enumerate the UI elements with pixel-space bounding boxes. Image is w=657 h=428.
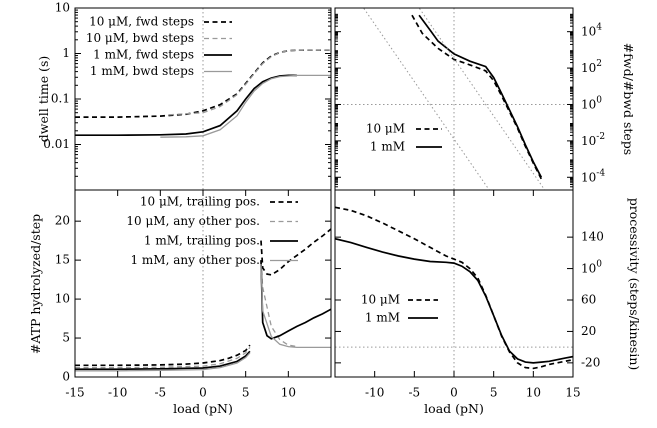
y-tick-label: 100 — [581, 259, 602, 275]
legend-label: 1 mM — [370, 140, 405, 154]
legend-label: 10 μM, trailing pos. — [140, 195, 260, 209]
y-tick-label: -20 — [581, 355, 600, 369]
y-tick-label: 60 — [581, 293, 596, 307]
y-axis-label: dwell time (s) — [36, 56, 51, 142]
y-tick-label: 1 — [62, 46, 70, 60]
panel-bottom-left: 0 5 10 15 20 -15 -10 -5 0 5 10 load (pN) #ATP hydrol… — [28, 189, 332, 416]
legend-label: 10 μM — [366, 122, 405, 136]
x-tick-label: -5 — [154, 386, 166, 400]
series-line-10-m-bwd-steps — [168, 49, 331, 116]
panel-top-right: 10-4 10-2 100 102 104 #fwd/#bwd steps 10 μM 1 m… — [334, 7, 636, 191]
x-tick-label: 15 — [565, 386, 580, 400]
y-tick-label: 5 — [62, 331, 70, 345]
legend-label: 1 mM, fwd steps — [93, 48, 194, 62]
x-axis-label: load (pN) — [424, 401, 484, 416]
x-tick-label: 10 — [281, 386, 296, 400]
x-tick-label: 0 — [450, 386, 458, 400]
y-tick-label: 20 — [55, 214, 70, 228]
y-tick-label: 15 — [55, 253, 70, 267]
y-tick-label: 10 — [55, 1, 70, 15]
series-group — [75, 228, 331, 372]
x-tick-label: 5 — [490, 386, 498, 400]
y-axis-label: #ATP hydrolyzed/step — [28, 214, 43, 354]
y-axis-label: processivity (steps/kinesin) — [627, 198, 642, 371]
x-axis-label: load (pN) — [173, 401, 233, 416]
panel-frame — [334, 7, 574, 191]
panel-bottom-right: -20 20 60 100 140 -10 -5 0 5 10 15 load (pN) process… — [334, 189, 642, 416]
x-tick-label: 10 — [526, 386, 541, 400]
legend-label: 10 μM — [361, 293, 400, 307]
series-line-1-mm-any-other-pos- — [75, 263, 331, 372]
legend-label: 10 μM, any other pos. — [126, 214, 260, 228]
series-line-10-m — [411, 14, 543, 180]
y-tick-label: 0 — [62, 370, 70, 384]
y-tick-label: 100 — [581, 95, 602, 111]
series-line-10-m-trailing-pos- — [75, 228, 331, 367]
series-line-guide-2 — [362, 8, 490, 190]
x-tick-label: -10 — [365, 386, 384, 400]
series-line-guide-3 — [418, 8, 546, 190]
y-tick-label: 10-2 — [581, 131, 605, 147]
series-group — [362, 8, 546, 190]
x-tick-label: 0 — [199, 386, 207, 400]
series-line-1-mm-fwd-steps — [75, 74, 297, 137]
x-tick-label: -5 — [408, 386, 420, 400]
x-tick-label: -15 — [65, 386, 84, 400]
x-tick-label: 5 — [242, 386, 250, 400]
legend-label: 1 mM, any other pos. — [130, 253, 260, 267]
series-group — [75, 49, 331, 138]
legend-label: 1 mM, trailing pos. — [144, 234, 260, 248]
legend-label: 10 μM, bwd steps — [86, 31, 194, 45]
y-tick-label: 102 — [581, 59, 602, 75]
series-group — [335, 206, 573, 370]
legend-label: 1 mM, bwd steps — [90, 64, 194, 78]
series-line-1-mm — [418, 14, 543, 178]
x-tick-label: -10 — [108, 386, 127, 400]
series-line-1-mm — [335, 237, 573, 364]
series-line-1-mm-bwd-steps — [160, 74, 331, 138]
y-tick-label: 104 — [581, 22, 602, 38]
y-tick-label: 0.01 — [43, 137, 70, 151]
y-axis-label: #fwd/#bwd steps — [621, 43, 636, 155]
y-tick-label: 140 — [581, 230, 604, 244]
y-tick-label: 10-4 — [581, 168, 605, 184]
series-line-1-mm-trailing-pos- — [75, 260, 331, 371]
legend-label: 1 mM — [365, 311, 400, 325]
legend-label: 10 μM, fwd steps — [89, 15, 194, 29]
panel-top-left: 0.01 0.1 1 10 dwell time (s) 10 μM, fwd steps… — [36, 1, 332, 191]
y-tick-label: 0.1 — [51, 92, 70, 106]
y-tick-label: 10 — [55, 292, 70, 306]
y-tick-label: 20 — [581, 324, 596, 338]
